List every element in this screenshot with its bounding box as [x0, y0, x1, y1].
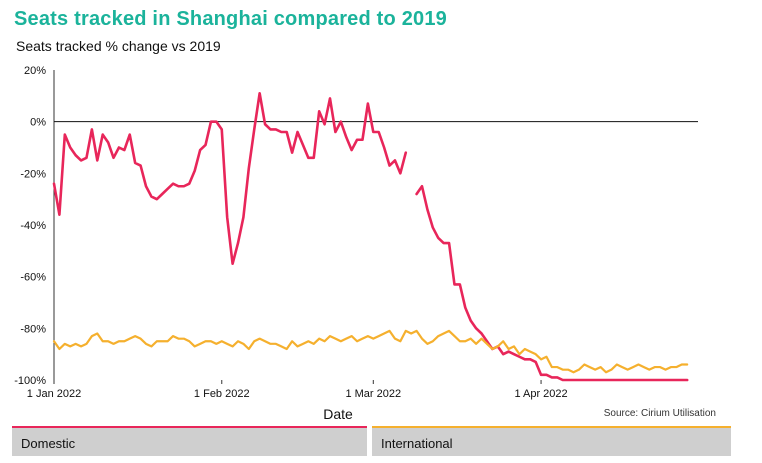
chart-title: Seats tracked in Shanghai compared to 20…	[14, 8, 447, 30]
legend-domestic: Domestic	[12, 426, 367, 456]
legend-international-label: International	[381, 436, 453, 451]
x-tick-label: 1 Jan 2022	[27, 388, 81, 400]
y-tick-label: -60%	[20, 272, 46, 284]
series-line-international	[52, 329, 689, 374]
x-tick-label: 1 Feb 2022	[194, 388, 250, 400]
y-tick-label: 20%	[24, 65, 46, 77]
y-tick-label: -40%	[20, 220, 46, 232]
x-tick-label: 1 Mar 2022	[345, 388, 401, 400]
y-tick-label: 0%	[30, 117, 46, 129]
line-chart: 20% 0% -20% -40% -60% -80% -100%1 Jan 2022 1 Fe…	[14, 65, 716, 422]
x-axis-label: Date	[323, 406, 353, 422]
x-tick-label: 1 Apr 2022	[514, 388, 567, 400]
chart-subtitle: Seats tracked % change vs 2019	[16, 38, 221, 54]
series-line-domestic	[52, 91, 689, 382]
source-note: Source: Cirium Utilisation	[604, 408, 716, 419]
y-tick-label: -80%	[20, 323, 46, 335]
y-tick-label: -100%	[14, 375, 46, 387]
y-tick-label: -20%	[20, 168, 46, 180]
legend-international: International	[372, 426, 731, 456]
legend-domestic-label: Domestic	[21, 436, 76, 451]
